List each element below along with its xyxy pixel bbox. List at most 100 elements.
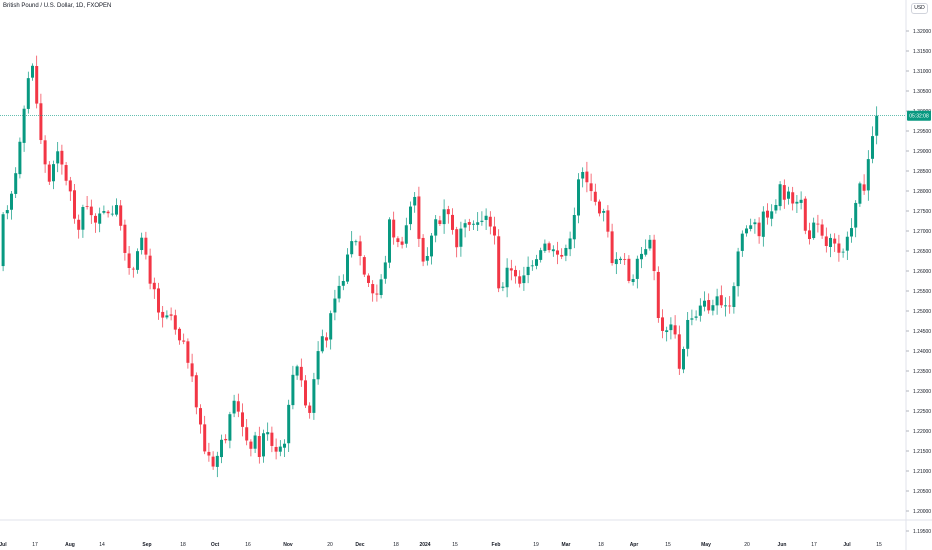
candle-body: [476, 222, 480, 225]
candle-body: [68, 180, 72, 192]
candle-body: [459, 228, 463, 247]
currency-button[interactable]: USD: [911, 3, 928, 14]
x-tick-label: 15: [876, 542, 882, 548]
candle-body: [329, 313, 333, 340]
x-tick-label: 15: [452, 542, 458, 548]
candle-body: [169, 314, 173, 316]
candle-body: [610, 231, 614, 264]
x-tick-label: 18: [598, 542, 604, 548]
x-tick-label: Mar: [562, 542, 571, 548]
candle-body: [35, 66, 39, 104]
candle-body: [253, 435, 257, 449]
candle-body: [52, 164, 55, 182]
candle-body: [220, 439, 223, 458]
candle-body: [535, 259, 538, 266]
x-tick-label: 16: [245, 542, 251, 548]
candle-body: [194, 375, 198, 408]
candle-body: [543, 243, 547, 251]
x-tick-label: 15: [665, 542, 671, 548]
candle-body: [703, 300, 706, 307]
candle-body: [484, 215, 488, 220]
candle-body: [866, 159, 870, 191]
candle-body: [673, 325, 677, 335]
candle-body: [753, 222, 757, 225]
x-tick-label: Jul: [843, 542, 851, 548]
candle-body: [18, 141, 22, 175]
y-tick-label: 1.23000: [913, 389, 931, 395]
candle-body: [635, 258, 639, 279]
candle-body: [472, 223, 475, 225]
candle-body: [627, 258, 631, 281]
candle-body: [173, 315, 177, 330]
x-tick-label: 20: [744, 542, 750, 548]
current-price-label-bg: [907, 110, 931, 121]
y-tick-label: 1.32000: [913, 29, 931, 35]
candle-body: [820, 224, 824, 236]
candle-body: [740, 233, 744, 251]
candle-body: [556, 250, 559, 255]
candle-body: [724, 305, 727, 307]
candle-body: [131, 268, 135, 270]
candle-body: [295, 366, 299, 376]
candle-body: [178, 328, 181, 341]
candle-body: [375, 293, 379, 295]
candle-body: [123, 224, 127, 253]
candle-body: [631, 279, 635, 283]
candle-body: [417, 196, 421, 239]
candle-body: [442, 209, 446, 225]
candle-body: [715, 296, 719, 306]
candle-body: [766, 210, 769, 218]
candle-body: [136, 251, 139, 270]
y-tick-label: 1.21000: [913, 469, 931, 475]
candle-body: [157, 288, 160, 313]
candle-body: [85, 206, 89, 207]
candle-body: [757, 222, 761, 237]
candle-body: [837, 243, 841, 253]
y-tick-label: 1.31000: [913, 69, 931, 75]
x-tick-label: Nov: [283, 542, 293, 548]
candle-body: [409, 206, 412, 225]
candle-body: [581, 172, 585, 179]
candle-body: [270, 432, 274, 446]
y-tick-label: 1.24000: [913, 349, 931, 355]
candle-body: [862, 184, 866, 191]
candle-body: [56, 151, 60, 164]
candle-body: [438, 220, 442, 225]
candle-body: [148, 255, 152, 284]
candle-body: [43, 140, 47, 165]
candle-body: [488, 216, 492, 227]
candle-body: [413, 196, 417, 206]
candle-body: [661, 317, 664, 331]
candle-body: [358, 241, 362, 256]
candle-body: [791, 192, 795, 204]
candle-body: [480, 220, 484, 222]
candle-body: [551, 249, 555, 252]
candle-body: [73, 190, 76, 219]
candle-body: [81, 207, 85, 230]
candle-body: [640, 253, 643, 260]
candle-body: [165, 315, 169, 318]
y-tick-label: 1.21500: [913, 449, 931, 455]
candle-body: [430, 235, 433, 257]
candle-body: [803, 198, 807, 231]
candle-body: [434, 219, 438, 236]
candle-body: [89, 206, 93, 216]
candle-body: [333, 298, 337, 313]
candle-body: [283, 443, 286, 448]
candle-body: [824, 236, 828, 247]
x-tick-label: Aug: [65, 542, 75, 548]
candle-body: [299, 366, 303, 381]
y-tick-label: 1.30500: [913, 89, 931, 95]
candle-body: [39, 103, 43, 141]
candle-body: [526, 266, 530, 276]
candle-body: [572, 215, 576, 240]
candle-body: [60, 150, 64, 165]
candle-body: [816, 223, 820, 225]
candle-body: [808, 230, 811, 240]
candle-body: [463, 223, 467, 228]
candle-body: [652, 239, 656, 272]
candle-body: [698, 305, 702, 316]
x-tick-label: 18: [180, 542, 186, 548]
candle-body: [719, 295, 723, 306]
